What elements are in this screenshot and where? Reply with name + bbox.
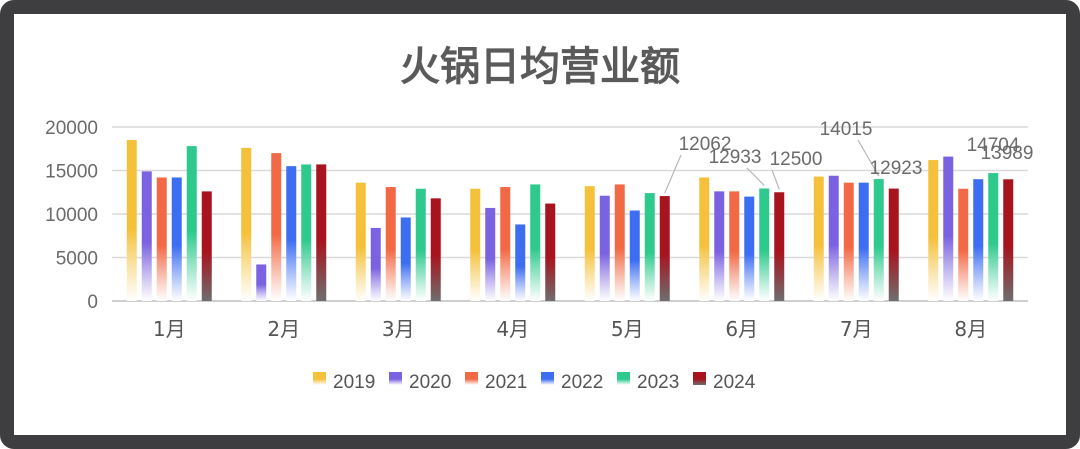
- x-category-label: 3月: [382, 317, 415, 341]
- y-tick-label: 5000: [56, 249, 98, 270]
- data-label: 14704: [967, 135, 1020, 156]
- legend-label: 2024: [713, 372, 756, 393]
- legend-label: 2022: [561, 372, 603, 393]
- bar: [759, 188, 770, 301]
- x-axis-categories: 1月 2月 3月 4月 5月 6月 7月 8月: [153, 317, 987, 341]
- legend-item[interactable]: 2020: [389, 372, 451, 393]
- y-tick-label: 0: [87, 292, 98, 313]
- legend-label: 2020: [409, 372, 451, 393]
- bar: [714, 191, 725, 301]
- legend-swatch: [313, 372, 326, 385]
- bar: [744, 196, 755, 301]
- legend-label: 2023: [637, 372, 679, 393]
- y-tick-label: 15000: [45, 162, 98, 183]
- x-category-label: 6月: [725, 317, 758, 341]
- bar: [500, 187, 511, 301]
- bar: [629, 210, 640, 301]
- bar: [485, 207, 496, 301]
- legend-swatch: [541, 372, 554, 385]
- bar: [545, 203, 556, 301]
- legend-swatch: [465, 372, 478, 385]
- leader-line: [746, 167, 765, 186]
- data-label: 14015: [820, 119, 873, 140]
- bar: [256, 264, 267, 301]
- legend-item[interactable]: 2021: [465, 372, 527, 393]
- bar: [1003, 179, 1014, 301]
- x-category-label: 8月: [954, 317, 987, 341]
- bar: [385, 187, 396, 301]
- bar: [614, 184, 625, 301]
- bar: [515, 224, 526, 301]
- bar: [644, 193, 655, 301]
- y-tick-label: 20000: [45, 118, 98, 139]
- bar: [774, 192, 785, 301]
- bar: [126, 140, 137, 301]
- bar: [943, 156, 954, 301]
- x-category-label: 1月: [153, 317, 186, 341]
- legend-swatch: [389, 372, 402, 385]
- x-category-label: 5月: [611, 317, 644, 341]
- bar: [873, 179, 884, 301]
- data-label: 12062: [679, 134, 732, 155]
- legend-label: 2021: [485, 372, 527, 393]
- bar: [355, 182, 366, 301]
- bar: [400, 217, 411, 301]
- legend-item[interactable]: 2024: [693, 372, 756, 393]
- bar: [186, 146, 197, 301]
- legend-item[interactable]: 2019: [313, 372, 375, 393]
- bars: [126, 140, 1014, 301]
- data-label: 13989: [981, 143, 1034, 164]
- legend-item[interactable]: 2023: [617, 372, 679, 393]
- data-label: 12500: [770, 149, 823, 170]
- bar: [813, 176, 824, 301]
- bar: [659, 196, 670, 301]
- bar: [729, 191, 740, 301]
- bar: [201, 191, 212, 301]
- bar: [584, 186, 595, 301]
- x-category-label: 4月: [496, 317, 529, 341]
- bar: [156, 177, 167, 301]
- x-category-label: 2月: [267, 317, 300, 341]
- bar: [828, 175, 839, 301]
- leader-line: [771, 169, 780, 190]
- leader-line: [664, 154, 682, 194]
- bar: [301, 164, 312, 301]
- bar: [171, 177, 182, 301]
- bar: [470, 188, 481, 301]
- bar: [858, 182, 869, 301]
- legend-swatch: [617, 372, 630, 385]
- bar: [370, 227, 381, 301]
- bar: [241, 147, 252, 301]
- leader-line: [857, 139, 880, 177]
- x-category-label: 7月: [840, 317, 873, 341]
- legend-swatch: [693, 372, 706, 385]
- bar: [316, 164, 327, 301]
- bar: [530, 184, 541, 301]
- bar: [888, 188, 899, 301]
- bar: [599, 195, 610, 301]
- bar: [928, 160, 939, 301]
- y-axis-ticks: 0 5000 10000 15000 20000: [45, 118, 98, 313]
- bar: [958, 188, 969, 301]
- data-label: 12923: [870, 158, 923, 179]
- data-label: 12933: [709, 147, 762, 168]
- y-tick-label: 10000: [45, 205, 98, 226]
- legend[interactable]: 2019 2020 2021 2022 2023 2024: [313, 372, 756, 393]
- bar: [699, 177, 710, 301]
- bar: [988, 173, 999, 301]
- bar: [973, 179, 984, 301]
- bar: [271, 153, 282, 301]
- bar: [843, 182, 854, 301]
- bar: [415, 188, 426, 301]
- bar: [430, 198, 441, 301]
- bar: [286, 166, 297, 301]
- legend-item[interactable]: 2022: [541, 372, 603, 393]
- chart-title: 火锅日均营业额: [400, 44, 680, 90]
- legend-label: 2019: [333, 372, 375, 393]
- bar: [141, 171, 152, 301]
